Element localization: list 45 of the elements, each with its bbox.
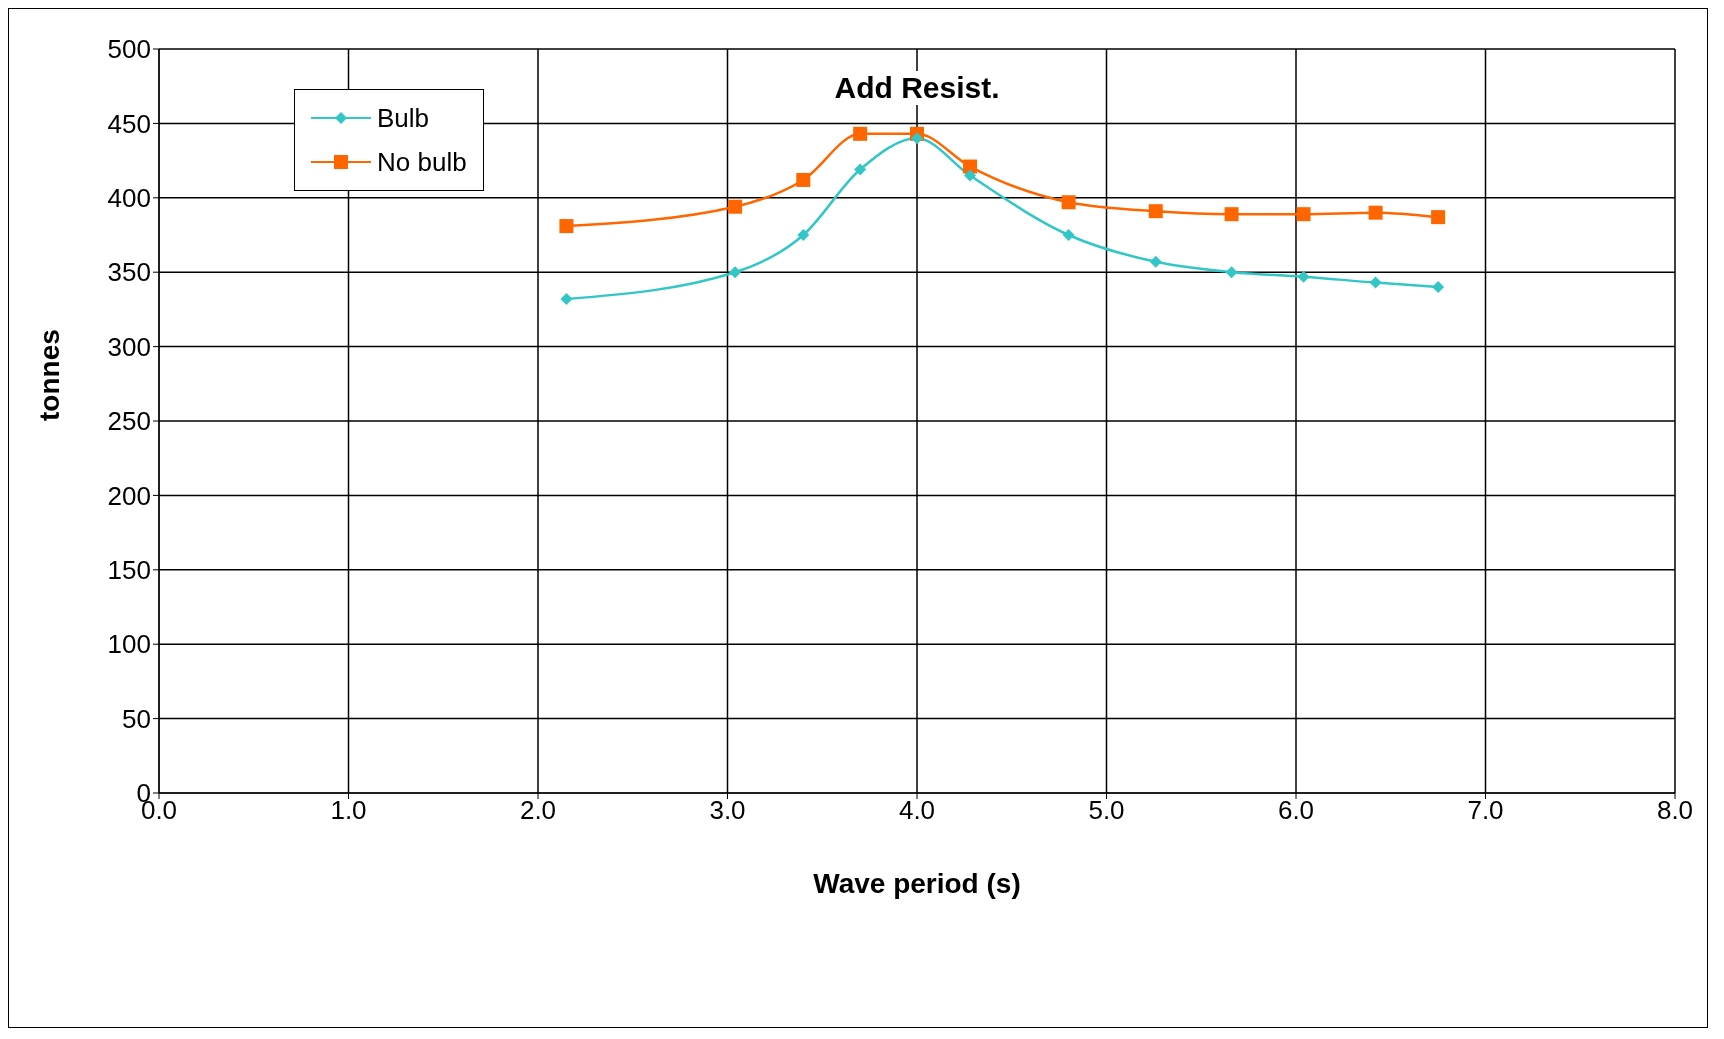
y-tick-label: 100 — [107, 629, 151, 660]
point — [1061, 195, 1076, 210]
y-tick-label: 500 — [107, 34, 151, 65]
x-tick-label: 2.0 — [519, 795, 557, 826]
y-tick-label: 300 — [107, 331, 151, 362]
point — [1062, 229, 1075, 241]
x-tick-label: 7.0 — [1467, 795, 1504, 826]
y-tick-label: 250 — [107, 406, 151, 437]
y-tick-label: 150 — [107, 555, 151, 586]
y-tick-label: 400 — [107, 183, 151, 214]
point — [964, 169, 977, 182]
point — [1297, 270, 1310, 283]
y-axis-title: tonnes — [33, 329, 65, 421]
point — [797, 229, 810, 241]
y-tick-label: 350 — [107, 257, 151, 288]
point — [1225, 266, 1238, 279]
point — [1432, 281, 1445, 294]
point — [911, 132, 923, 145]
point — [560, 292, 573, 305]
point — [729, 266, 742, 279]
legend-label: Bulb — [377, 102, 430, 135]
x-tick-label: 4.0 — [898, 795, 936, 826]
point — [1148, 204, 1163, 219]
point — [796, 172, 811, 187]
x-tick-label: 1.0 — [330, 795, 367, 826]
text: Add Resist. — [828, 71, 1006, 105]
point — [1368, 205, 1383, 220]
point — [1149, 255, 1162, 268]
x-tick-label: 3.0 — [709, 795, 746, 826]
point — [1296, 207, 1311, 222]
y-tick-label: 450 — [107, 108, 151, 139]
point — [1431, 210, 1446, 225]
y-tick-label: 200 — [107, 480, 151, 511]
point — [728, 199, 743, 214]
legend-label: No bulb — [377, 146, 467, 179]
x-tick-label: 8.0 — [1656, 795, 1694, 826]
x-tick-label: 6.0 — [1277, 795, 1315, 826]
point — [1369, 276, 1382, 289]
x-tick-label: 5.0 — [1088, 795, 1125, 826]
point — [1224, 207, 1239, 222]
point — [854, 163, 867, 176]
y-tick-label: 50 — [122, 703, 151, 734]
x-axis-title: Wave period (s) — [813, 868, 1021, 899]
point — [559, 219, 574, 234]
point — [853, 126, 868, 141]
